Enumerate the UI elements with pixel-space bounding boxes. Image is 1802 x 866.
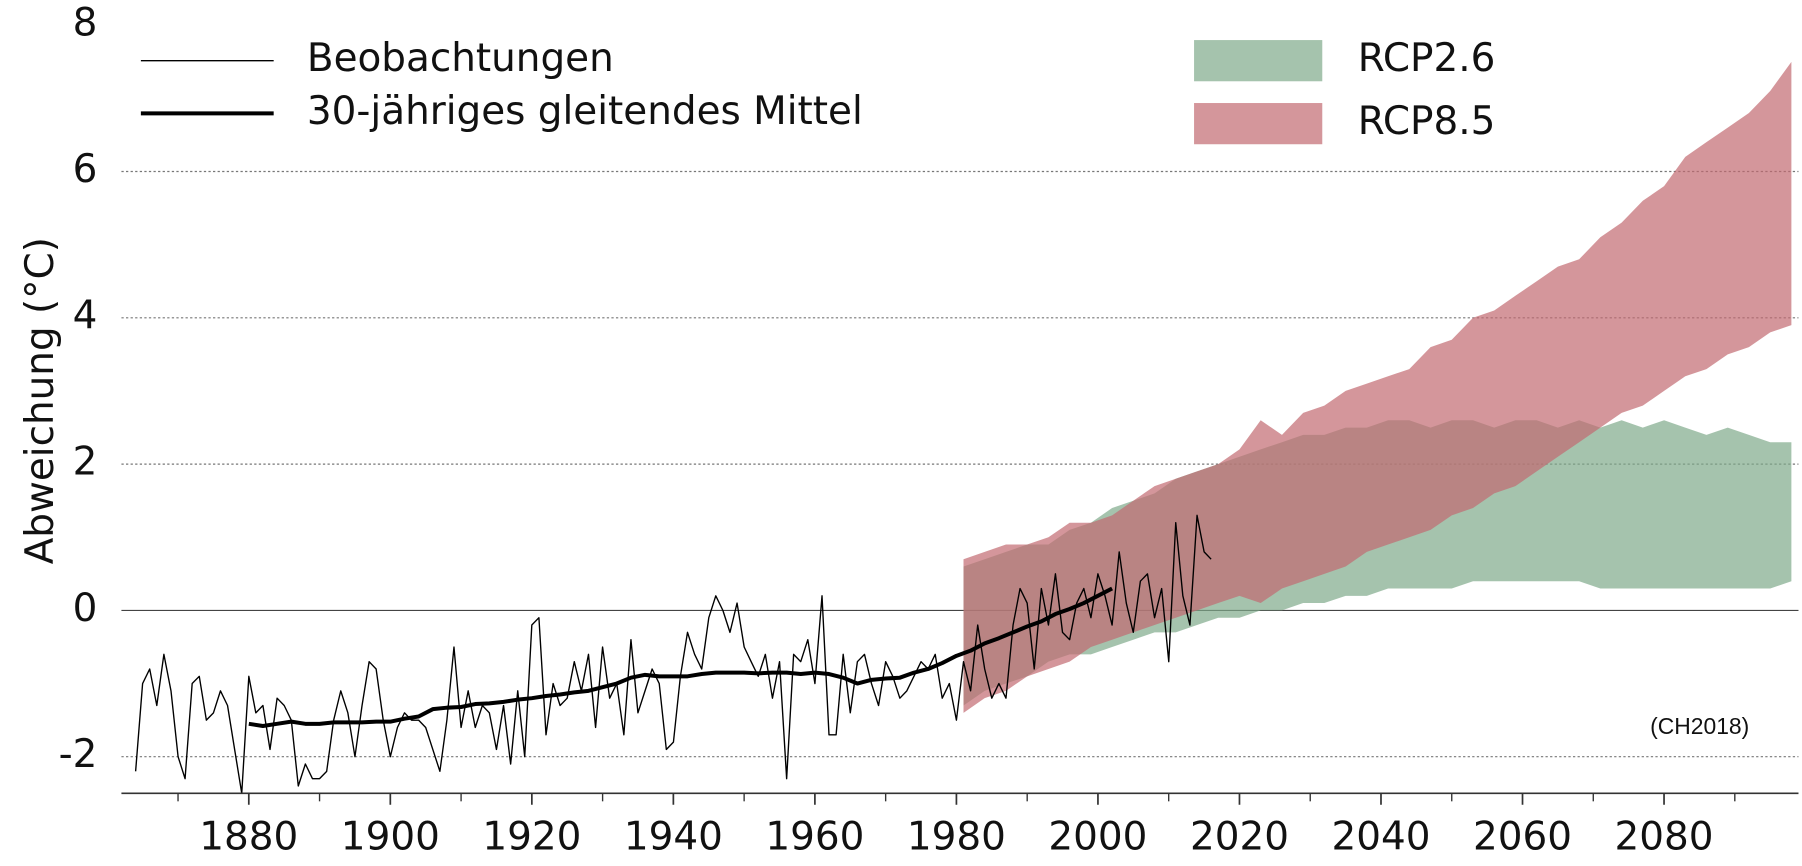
legend-label: 30-jähriges gleitendes Mittel xyxy=(307,89,863,134)
y-tick-label: 2 xyxy=(73,440,98,485)
band-area xyxy=(963,61,1792,713)
x-tick-label: 1980 xyxy=(907,815,1006,860)
x-tick-label: 2020 xyxy=(1190,815,1289,860)
legend-label: RCP8.5 xyxy=(1358,99,1496,144)
legend-swatch xyxy=(1194,40,1323,82)
y-tick-label: 0 xyxy=(73,586,98,631)
x-tick-label: 1920 xyxy=(482,815,581,860)
x-tick-label: 1880 xyxy=(199,815,298,860)
x-tick-label: 1940 xyxy=(624,815,723,860)
x-tick-label: 1960 xyxy=(765,815,864,860)
line xyxy=(248,586,1114,729)
legend-label: Beobachtungen xyxy=(307,36,614,81)
plot-area xyxy=(134,61,1792,795)
y-tick-label: 8 xyxy=(73,1,98,46)
annotation: (CH2018) xyxy=(1650,713,1749,739)
x-tick-label: 2040 xyxy=(1331,815,1430,860)
x-tick-label: 2060 xyxy=(1473,815,1572,860)
x-tick-label: 2080 xyxy=(1615,815,1714,860)
legend-swatch xyxy=(1194,103,1323,145)
x-tick-label: 2000 xyxy=(1048,815,1147,860)
y-tick-label: 6 xyxy=(73,147,98,192)
y-axis-label: Abweichung (°C) xyxy=(18,237,63,564)
y-tick-label: 4 xyxy=(73,293,98,338)
x-tick-label: 1900 xyxy=(341,815,440,860)
legend-label: RCP2.6 xyxy=(1358,36,1496,81)
line xyxy=(134,514,1212,795)
y-tick-label: -2 xyxy=(59,732,98,777)
